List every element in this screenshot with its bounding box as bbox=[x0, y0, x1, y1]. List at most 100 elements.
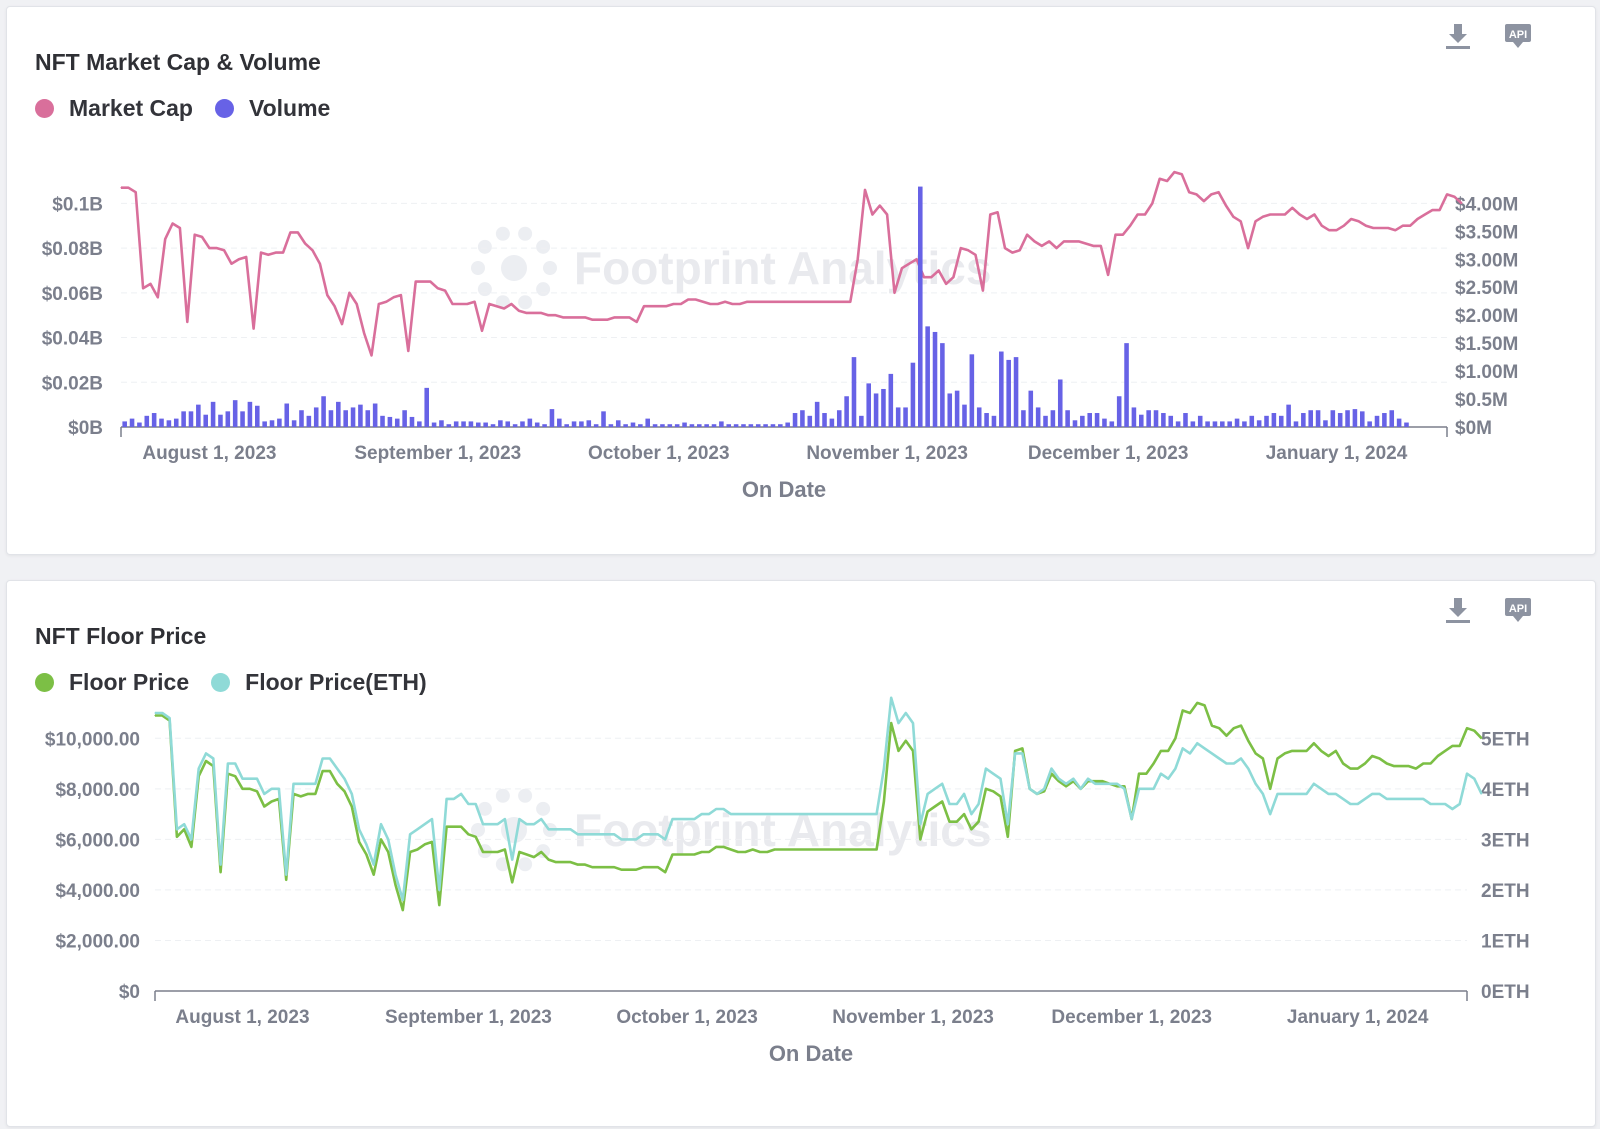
market-cap-point bbox=[643, 305, 645, 307]
volume-bar bbox=[557, 418, 562, 427]
floor-price-eth-point bbox=[1364, 798, 1366, 800]
floor-price-point bbox=[941, 800, 943, 803]
legend-item-volume[interactable]: Volume bbox=[214, 95, 330, 122]
floor-price-eth-point bbox=[1291, 793, 1293, 795]
market-cap-point bbox=[488, 303, 490, 305]
market-cap-point bbox=[628, 316, 630, 319]
market-cap-point bbox=[989, 213, 991, 216]
market-cap-point bbox=[1431, 209, 1433, 211]
floor-price-eth-point bbox=[1225, 762, 1228, 765]
market-cap-point bbox=[1247, 247, 1249, 249]
floor-price-point bbox=[1444, 750, 1446, 752]
volume-bar bbox=[763, 424, 768, 427]
floor-price-eth-point bbox=[1393, 798, 1395, 800]
floor-price-point bbox=[1357, 768, 1359, 770]
floor-price-point bbox=[1408, 765, 1410, 767]
market-cap-point bbox=[1210, 193, 1212, 196]
volume-bar bbox=[1220, 421, 1225, 427]
volume-bar bbox=[1345, 410, 1350, 427]
market-cap-point bbox=[916, 258, 918, 260]
volume-bar bbox=[1264, 415, 1269, 427]
floor-price-eth-point bbox=[402, 899, 404, 901]
floor-price-eth-point bbox=[927, 793, 929, 795]
legend-item-floor-price[interactable]: Floor Price bbox=[35, 669, 189, 696]
market-cap-point bbox=[459, 303, 461, 305]
legend-item-floor-price-eth[interactable]: Floor Price(ETH) bbox=[211, 669, 427, 696]
floor-price-point bbox=[176, 836, 178, 838]
floor-price-point bbox=[599, 866, 601, 868]
floor-price-eth-point bbox=[1269, 813, 1271, 815]
watermark-logo-dot bbox=[518, 295, 533, 310]
market-cap-point bbox=[378, 303, 380, 305]
legend-item-market-cap[interactable]: Market Cap bbox=[35, 95, 193, 122]
floor-price-eth-point bbox=[1152, 788, 1155, 790]
floor-price-eth-point bbox=[956, 803, 958, 805]
market-cap-point bbox=[908, 263, 910, 265]
floor-price-eth-point bbox=[832, 813, 834, 815]
floor-price-eth-point bbox=[657, 833, 659, 835]
volume-bar bbox=[1271, 413, 1277, 427]
floor-price-eth-line bbox=[155, 696, 1483, 902]
volume-bar bbox=[704, 424, 709, 427]
watermark-logo-dot bbox=[471, 261, 485, 275]
floor-price-point bbox=[686, 853, 688, 856]
market-cap-point bbox=[1284, 213, 1286, 216]
market-cap-point bbox=[562, 316, 564, 319]
download-icon[interactable] bbox=[1441, 19, 1475, 53]
floor-price-eth-point bbox=[897, 722, 900, 724]
market-cap-point bbox=[746, 301, 748, 303]
download-icon[interactable] bbox=[1441, 593, 1475, 627]
floor-price-point bbox=[890, 722, 892, 724]
floor-price-point bbox=[489, 851, 491, 853]
market-cap-point bbox=[1085, 243, 1087, 245]
floor-price-point bbox=[912, 750, 914, 752]
market-cap-point bbox=[1380, 227, 1382, 229]
floor-price-eth-point bbox=[562, 828, 564, 830]
floor-price-eth-point bbox=[343, 778, 346, 780]
market-cap-point bbox=[997, 211, 999, 213]
floor-price-point bbox=[715, 846, 717, 848]
floor-price-eth-point bbox=[453, 798, 455, 800]
floor-price-eth-point bbox=[489, 823, 491, 825]
floor-price-point bbox=[1459, 745, 1461, 747]
market-cap-point bbox=[1350, 218, 1352, 220]
market-cap-point bbox=[164, 238, 166, 240]
market-cap-point bbox=[695, 298, 697, 301]
volume-bar bbox=[910, 362, 916, 427]
watermark-text: Footprint Analytics bbox=[574, 242, 991, 294]
floor-price-point bbox=[1043, 790, 1045, 792]
market-cap-point bbox=[555, 314, 557, 316]
floor-price-point bbox=[285, 879, 287, 881]
floor-price-eth-point bbox=[1145, 788, 1147, 790]
right-axis-tick-label: 5ETH bbox=[1481, 729, 1530, 750]
floor-price-point bbox=[548, 858, 550, 861]
api-icon[interactable]: API bbox=[1501, 593, 1535, 627]
floor-price-point bbox=[628, 869, 630, 871]
floor-price-eth-point bbox=[1320, 788, 1322, 790]
api-icon[interactable]: API bbox=[1501, 19, 1535, 53]
volume-bar bbox=[542, 424, 547, 427]
market-cap-point bbox=[319, 263, 321, 265]
legend-dot-floor-price bbox=[35, 673, 54, 692]
watermark-logo-dot bbox=[536, 801, 551, 816]
market-cap-point bbox=[466, 303, 468, 305]
volume-bar bbox=[851, 357, 857, 427]
floor-price-eth-point bbox=[599, 833, 601, 835]
market-cap-point bbox=[194, 234, 196, 236]
floor-price-point bbox=[460, 826, 462, 828]
floor-price-eth-point bbox=[511, 858, 513, 861]
floor-price-eth-point bbox=[1378, 793, 1381, 795]
floor-price-eth-point bbox=[1473, 778, 1475, 780]
floor-price-point bbox=[1145, 773, 1147, 775]
x-axis-tick-label: October 1, 2023 bbox=[616, 1007, 758, 1028]
floor-price-eth-point bbox=[1174, 768, 1177, 770]
floor-price-point bbox=[1094, 780, 1096, 782]
volume-bar bbox=[822, 413, 827, 427]
floor-price-point bbox=[759, 851, 761, 853]
floor-price-eth-point bbox=[241, 778, 244, 780]
x-axis-tick-label: August 1, 2023 bbox=[175, 1007, 309, 1028]
volume-bar bbox=[991, 415, 997, 427]
market-cap-point bbox=[1276, 213, 1279, 216]
floor-price-point bbox=[1247, 740, 1249, 742]
floor-price-eth-point bbox=[701, 813, 703, 815]
